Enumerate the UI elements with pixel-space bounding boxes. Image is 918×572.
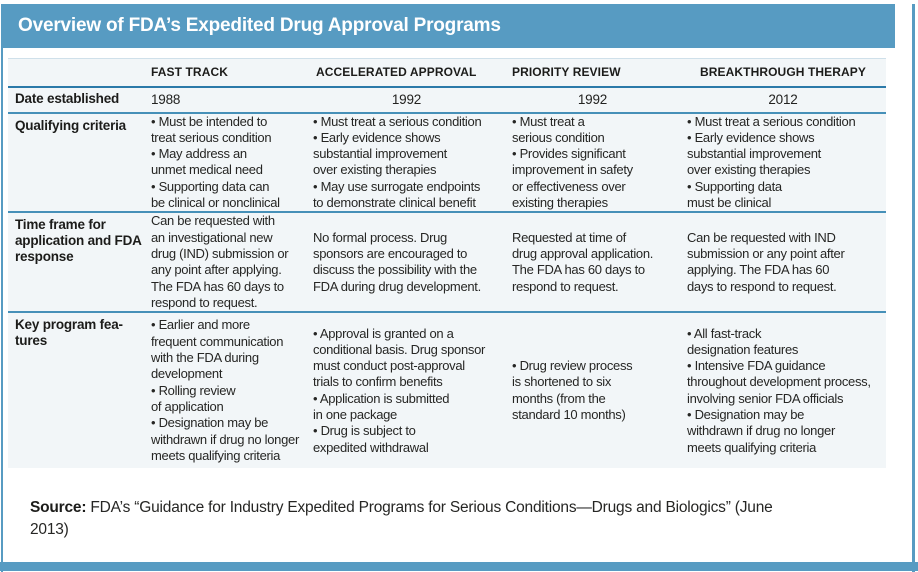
cell-date-priority-review: 1992 [505,86,680,114]
cell-qualifying-priority-review: • Must treat a serious condition • Provi… [505,112,680,214]
table-row-date-established: Date established 1988 1992 1992 2012 [8,86,886,114]
title-bar: Overview of FDA’s Expedited Drug Approva… [1,4,895,48]
table-row-key-program-features: Key program fea- tures • Earlier and mor… [8,312,886,468]
cell-features-breakthrough-therapy: • All fast-track designation features • … [687,325,871,455]
corner-blank-header [8,58,147,88]
cell-qualifying-fast-track: • Must be intended to treat serious cond… [147,112,308,214]
column-header-accelerated-approval: ACCELERATED APPROVAL [308,58,505,88]
row-label-key-program-features: Key program fea- tures [15,317,123,349]
cell-timeframe-breakthrough-therapy: Can be requested with IND submission or … [680,212,886,314]
bottom-accent-bar [0,562,918,571]
expedited-programs-table: FAST TRACK ACCELERATED APPROVAL PRIORITY… [8,58,886,469]
page-border-frame [1,4,915,572]
table-header-row: FAST TRACK ACCELERATED APPROVAL PRIORITY… [8,58,886,88]
table-row-time-frame: Time frame for application and FDA respo… [8,212,886,314]
cell-qualifying-accelerated-approval: • Must treat a serious condition • Early… [308,112,505,214]
page-title: Overview of FDA’s Expedited Drug Approva… [18,15,501,36]
column-header-breakthrough-therapy: BREAKTHROUGH THERAPY [680,58,886,88]
cell-timeframe-accelerated-approval: No formal process. Drug sponsors are enc… [308,212,505,314]
source-note: Source: FDA’s “Guidance for Industry Exp… [30,497,886,541]
cell-features-priority-review: • Drug review process is shortened to si… [512,358,633,423]
cell-date-breakthrough-therapy: 2012 [680,86,886,114]
source-text: FDA’s “Guidance for Industry Expedited P… [30,499,773,538]
cell-date-accelerated-approval: 1992 [308,86,505,114]
cell-date-fast-track: 1988 [147,86,308,114]
column-header-priority-review: PRIORITY REVIEW [505,58,680,88]
row-label-qualifying-criteria: Qualifying criteria [8,112,147,214]
cell-features-accelerated-approval: • Approval is granted on a conditional b… [313,325,486,455]
cell-qualifying-breakthrough-therapy: • Must treat a serious condition • Early… [680,112,886,214]
row-label-time-frame: Time frame for application and FDA respo… [8,212,147,314]
cell-timeframe-priority-review: Requested at time of drug approval appli… [505,212,680,314]
cell-features-fast-track: • Earlier and more frequent communicatio… [151,317,299,463]
column-header-fast-track: FAST TRACK [147,58,308,88]
source-label: Source: [30,499,87,516]
table-row-qualifying-criteria: Qualifying criteria • Must be intended t… [8,112,886,214]
row-label-date-established: Date established [8,86,147,114]
cell-timeframe-fast-track: Can be requested with an investigational… [147,212,308,314]
